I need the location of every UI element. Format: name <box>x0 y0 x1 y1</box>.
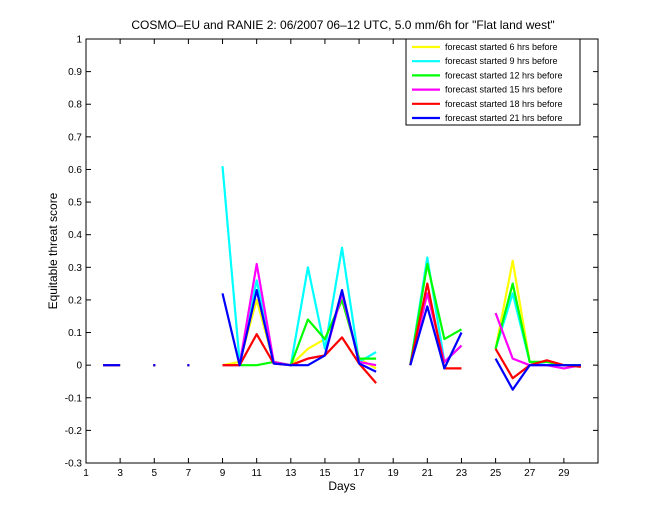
x-tick-label: 23 <box>456 468 468 479</box>
series-layer <box>103 166 582 391</box>
legend: forecast started 6 hrs before forecast st… <box>405 38 581 126</box>
y-axis-label: Equitable threat score <box>46 192 60 309</box>
x-tick-label: 5 <box>151 468 157 479</box>
legend-entry: forecast started 15 hrs before <box>445 85 563 95</box>
series-segment <box>221 289 377 373</box>
series-segment <box>494 358 581 391</box>
x-tick-label: 15 <box>319 468 331 479</box>
chart-title: COSMO–EU and RANIE 2: 06/2007 06–12 UTC,… <box>131 18 554 32</box>
y-tick-label: 0.1 <box>68 328 82 339</box>
legend-entry: forecast started 9 hrs before <box>445 56 558 66</box>
y-tick-label: -0.3 <box>65 459 83 470</box>
y-tick-label: -0.2 <box>65 426 83 437</box>
series-6-line <box>103 289 581 391</box>
y-tick-label: 0.7 <box>68 132 82 143</box>
y-tick-label: 0.9 <box>68 67 82 78</box>
x-tick-label: 1 <box>83 468 89 479</box>
x-tick-label: 17 <box>354 468 366 479</box>
x-tick-label: 3 <box>117 468 123 479</box>
x-tick-label: 7 <box>186 468 192 479</box>
x-tick-label: 11 <box>251 468 262 479</box>
y-tick-label: 0.5 <box>68 198 82 209</box>
legend-entry: forecast started 18 hrs before <box>445 99 563 109</box>
series-segment <box>409 262 463 366</box>
series-segment <box>222 333 377 384</box>
x-tick-label: 27 <box>524 468 536 479</box>
x-tick-label: 29 <box>558 468 570 479</box>
y-tick-label: 1 <box>76 35 82 46</box>
x-tick-label: 25 <box>490 468 502 479</box>
x-tick-label: 13 <box>285 468 297 479</box>
legend-box <box>405 38 581 126</box>
series-segment <box>409 282 462 370</box>
y-tick-label: -0.1 <box>65 393 83 404</box>
legend-entry: forecast started 12 hrs before <box>445 70 563 80</box>
y-tick-label: 0.2 <box>68 295 82 306</box>
x-tick-label: 21 <box>422 468 434 479</box>
y-tick-label: 0.6 <box>68 165 82 176</box>
axis-layer: -0.3 -0.2 -0.1 0 0.1 0.2 0.3 0.4 0.5 0.6 0.7 0.8 0.9… <box>65 35 598 479</box>
x-tick-label: 9 <box>220 468 226 479</box>
y-tick-label: 0.4 <box>68 230 82 241</box>
x-tick-label: 19 <box>388 468 400 479</box>
legend-entry: forecast started 21 hrs before <box>445 113 563 123</box>
legend-entry: forecast started 6 hrs before <box>445 42 558 52</box>
y-tick-label: 0.8 <box>68 100 82 111</box>
y-tick-label: 0.3 <box>68 263 82 274</box>
series-segment <box>409 305 463 370</box>
y-tick-label: 0 <box>76 361 82 372</box>
x-axis-label: Days <box>328 479 355 493</box>
